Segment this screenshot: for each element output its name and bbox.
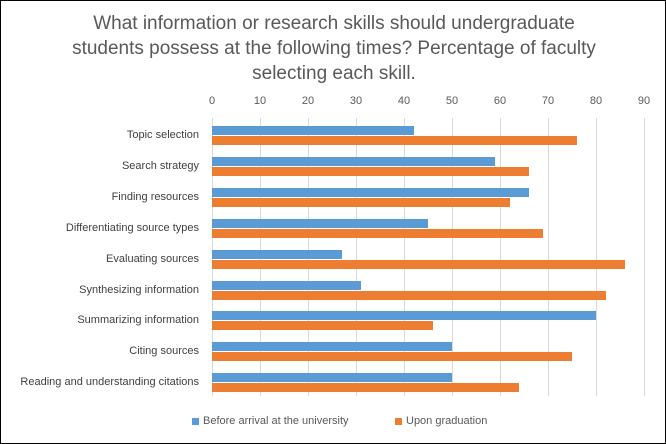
title-line-2: students possess at the following times?…	[72, 38, 596, 59]
legend-label: Before arrival at the university	[203, 415, 349, 427]
x-tick-label: 20	[301, 95, 315, 107]
category-label: Citing sources	[129, 345, 199, 358]
gridline	[356, 118, 357, 396]
bar-upon-graduation	[212, 136, 577, 145]
bar-upon-graduation	[212, 383, 520, 393]
x-tick-label: 10	[253, 95, 267, 107]
gridline	[500, 118, 501, 396]
legend-swatch-icon	[192, 417, 199, 425]
gridline	[548, 118, 549, 396]
legend-swatch-icon	[395, 417, 402, 425]
bar-before-arrival	[212, 249, 342, 259]
bar-before-arrival	[212, 218, 428, 228]
gridline	[452, 118, 453, 396]
category-label: Search strategy	[121, 159, 199, 172]
bar-upon-graduation	[212, 259, 625, 269]
chart-title: What information or research skills shou…	[41, 11, 627, 86]
x-tick-label: 40	[397, 95, 411, 107]
bar-before-arrival	[212, 373, 452, 383]
category-label: Reading and understanding citations	[20, 376, 199, 389]
bar-before-arrival	[212, 156, 496, 166]
x-tick-label: 80	[589, 95, 603, 107]
gridline	[596, 118, 597, 396]
x-tick-label: 50	[445, 95, 459, 107]
gridline	[644, 118, 645, 396]
category-label: Summarizing information	[77, 314, 199, 327]
category-label: Synthesizing information	[79, 283, 199, 296]
bar-upon-graduation	[212, 166, 529, 176]
legend-item: Before arrival at the university	[192, 415, 349, 427]
title-line-1: What information or research skills shou…	[93, 13, 575, 34]
legend-item: Upon graduation	[395, 415, 487, 427]
bar-upon-graduation	[212, 290, 606, 300]
x-tick-label: 90	[637, 95, 651, 107]
gridline	[404, 118, 405, 396]
bar-upon-graduation	[212, 352, 572, 362]
bar-before-arrival	[212, 342, 452, 352]
x-tick-label: 60	[493, 95, 507, 107]
bar-before-arrival	[212, 311, 596, 321]
x-tick-label: 30	[349, 95, 363, 107]
bar-upon-graduation	[212, 197, 510, 207]
category-label: Topic selection	[126, 129, 199, 141]
bar-before-arrival	[212, 126, 414, 135]
bar-before-arrival	[212, 280, 361, 290]
x-tick-label: 70	[541, 95, 555, 107]
bar-before-arrival	[212, 187, 529, 197]
bar-upon-graduation	[212, 321, 433, 331]
x-tick-label: 0	[208, 95, 216, 107]
legend-label: Upon graduation	[406, 415, 488, 427]
title-line-3: selecting each skill.	[252, 63, 416, 84]
category-label: Finding resources	[111, 190, 199, 203]
bar-upon-graduation	[212, 228, 544, 238]
category-label: Evaluating sources	[106, 252, 199, 265]
category-label: Differentiating source types	[65, 221, 199, 234]
